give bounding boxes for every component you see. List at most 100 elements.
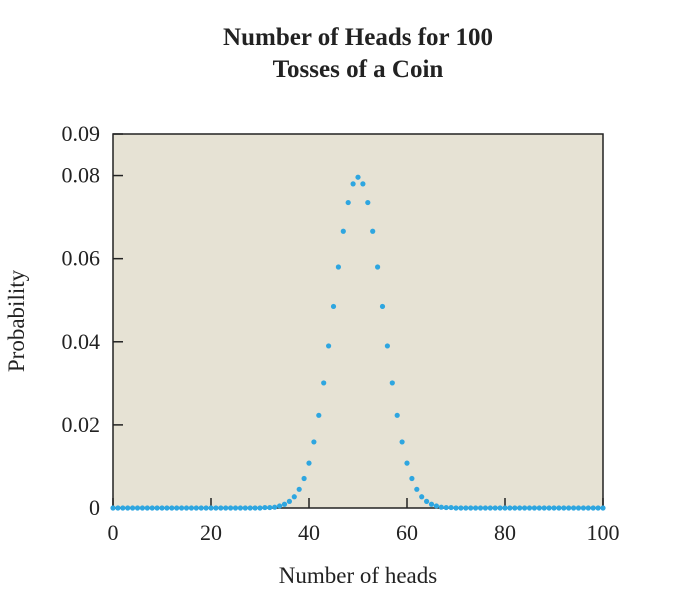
- data-point: [345, 199, 351, 206]
- plot-area: [112, 133, 604, 509]
- data-point: [272, 504, 278, 510]
- data-point: [286, 498, 292, 504]
- data-point: [296, 486, 302, 492]
- data-point: [600, 505, 606, 511]
- data-point: [414, 486, 420, 492]
- data-point: [198, 505, 204, 511]
- data-point: [257, 505, 263, 511]
- data-point: [561, 505, 567, 511]
- data-point: [330, 303, 337, 310]
- data-point: [179, 505, 185, 511]
- data-point: [419, 494, 425, 500]
- data-point: [556, 505, 562, 511]
- data-point: [139, 505, 145, 511]
- data-point: [247, 505, 253, 511]
- data-point: [115, 505, 121, 511]
- data-point: [379, 303, 386, 310]
- data-point: [399, 439, 405, 445]
- data-point: [394, 412, 400, 418]
- data-point: [551, 505, 557, 511]
- data-point: [311, 439, 317, 445]
- data-point: [232, 505, 239, 511]
- data-point: [389, 380, 395, 386]
- x-tick-label: 60: [396, 520, 418, 545]
- y-tick-label: 0.08: [62, 163, 101, 188]
- data-point: [164, 505, 170, 511]
- data-point: [291, 494, 297, 500]
- data-point: [228, 505, 234, 511]
- data-point: [517, 505, 523, 511]
- data-point: [595, 505, 601, 511]
- x-tick-label: 0: [108, 520, 119, 545]
- data-point: [355, 174, 361, 180]
- x-axis-title: Number of heads: [279, 563, 437, 588]
- data-point: [301, 475, 307, 482]
- data-point: [208, 505, 214, 511]
- data-point: [306, 460, 312, 466]
- data-point: [507, 505, 513, 511]
- data-point: [580, 505, 587, 511]
- data-point: [326, 343, 332, 349]
- data-point: [541, 505, 547, 511]
- data-point: [375, 264, 381, 270]
- y-tick-label: 0.09: [62, 121, 101, 146]
- data-point: [492, 505, 498, 511]
- data-point: [159, 505, 165, 511]
- data-point: [497, 505, 503, 511]
- y-axis: 0 0.02 0.04 0.06 0.08 0.09: [62, 121, 123, 520]
- x-tick-label: 80: [494, 520, 516, 545]
- data-point: [218, 505, 224, 511]
- data-point: [213, 505, 219, 511]
- data-point: [468, 505, 474, 511]
- data-point: [463, 505, 469, 511]
- data-point: [443, 504, 449, 511]
- data-point: [365, 199, 371, 206]
- data-point: [522, 505, 528, 511]
- y-tick-label: 0: [89, 495, 100, 520]
- data-point: [316, 412, 322, 418]
- data-point: [340, 228, 346, 234]
- data-point: [487, 505, 493, 511]
- x-tick-label: 20: [200, 520, 222, 545]
- data-point: [458, 505, 464, 511]
- data-point: [125, 505, 131, 511]
- data-point: [536, 505, 542, 511]
- data-point: [448, 504, 454, 511]
- data-point: [321, 380, 327, 386]
- data-point: [370, 228, 376, 234]
- data-point: [193, 505, 199, 511]
- data-point: [154, 505, 160, 511]
- data-point: [203, 505, 209, 511]
- data-point: [526, 505, 533, 511]
- data-point: [438, 504, 444, 510]
- data-point: [512, 505, 518, 511]
- data-point: [335, 264, 341, 270]
- chart-title-line-1: Number of Heads for 100: [223, 24, 493, 51]
- data-point: [267, 504, 273, 511]
- data-point: [252, 505, 258, 511]
- y-axis-title: Probability: [4, 269, 29, 372]
- data-point: [409, 475, 415, 482]
- data-point: [237, 505, 243, 511]
- data-point: [277, 503, 283, 509]
- data-point: [590, 505, 596, 511]
- data-point: [424, 498, 430, 504]
- data-point: [183, 505, 190, 511]
- x-tick-label: 40: [298, 520, 320, 545]
- data-point: [169, 505, 175, 511]
- data-point: [477, 505, 484, 511]
- data-point: [360, 181, 366, 187]
- data-point: [144, 505, 150, 511]
- data-point: [281, 501, 288, 507]
- data-point: [433, 503, 439, 509]
- data-point: [502, 505, 508, 511]
- data-point: [120, 505, 126, 511]
- data-point: [482, 505, 488, 511]
- y-tick-label: 0.02: [62, 412, 101, 437]
- data-point: [223, 505, 229, 511]
- data-point: [174, 505, 180, 511]
- data-point: [428, 501, 435, 507]
- data-point: [571, 505, 577, 511]
- data-point: [546, 505, 552, 511]
